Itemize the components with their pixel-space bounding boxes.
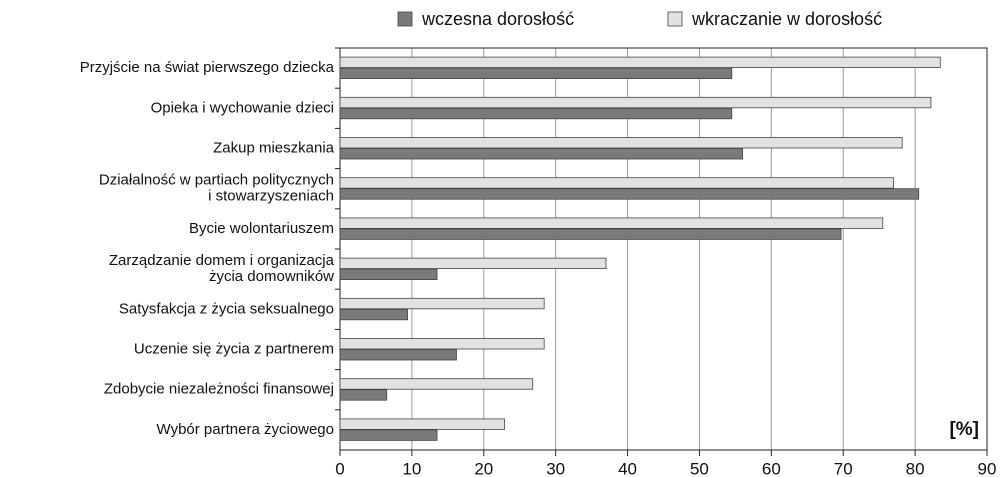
y-tick-label-line: Wybór partnera życiowego bbox=[157, 421, 334, 438]
y-tick-label-line: Satysfakcja z życia seksualnego bbox=[119, 300, 334, 317]
x-tick-label: 70 bbox=[834, 459, 853, 477]
y-tick-label: Przyjście na świat pierwszego dziecka bbox=[80, 59, 335, 76]
bar bbox=[339, 188, 920, 200]
y-tick-label-line: Opieka i wychowanie dzieci bbox=[151, 99, 334, 116]
y-tick-label-line: Działalność w partiach politycznych bbox=[99, 172, 334, 189]
y-tick-label: Uczenie się życia z partnerem bbox=[134, 340, 334, 357]
y-tick-label: Satysfakcja z życia seksualnego bbox=[119, 300, 334, 317]
x-tick-label: 60 bbox=[762, 459, 781, 477]
bar bbox=[339, 177, 894, 189]
bar bbox=[339, 308, 408, 321]
x-tick-label: 0 bbox=[335, 459, 344, 477]
y-tick-label: Działalność w partiach politycznych i sto… bbox=[99, 172, 334, 205]
bar bbox=[339, 257, 607, 270]
x-tick-label: 40 bbox=[618, 459, 637, 477]
bar bbox=[339, 349, 457, 361]
annotation: [%] bbox=[949, 419, 979, 440]
x-tick-label: 90 bbox=[978, 459, 997, 477]
y-tick-label-line: Przyjście na świat pierwszego dziecka bbox=[80, 59, 335, 76]
legend-label: wkraczanie w dorosłość bbox=[691, 9, 882, 29]
bar bbox=[339, 228, 842, 240]
x-tick-label: 10 bbox=[402, 459, 421, 477]
y-tick-label-line: Zakup mieszkania bbox=[213, 139, 335, 156]
y-tick-label-line: życia domowników bbox=[209, 268, 334, 285]
legend-swatch bbox=[397, 11, 413, 27]
bar bbox=[339, 418, 506, 430]
y-tick-label-line: i stowarzyszeniach bbox=[208, 188, 334, 205]
x-tick-label: 20 bbox=[474, 459, 493, 477]
bar bbox=[339, 148, 743, 160]
bar bbox=[339, 378, 534, 390]
bar bbox=[339, 429, 438, 441]
y-tick-label: Zakup mieszkania bbox=[213, 139, 335, 156]
x-tick-label: 50 bbox=[690, 459, 709, 477]
y-tick-label: Bycie wolontariuszem bbox=[189, 220, 334, 237]
y-tick-label-line: Zdobycie niezależności finansowej bbox=[104, 381, 334, 398]
bar bbox=[339, 268, 438, 281]
y-tick-label-line: Zarządzanie domem i organizacja bbox=[109, 252, 335, 269]
bar bbox=[339, 297, 545, 310]
legend-swatch bbox=[667, 11, 683, 27]
bar bbox=[339, 389, 388, 401]
bar bbox=[339, 56, 941, 68]
bar bbox=[339, 67, 733, 79]
bar bbox=[339, 217, 884, 229]
legend-label: wczesna dorosłość bbox=[421, 9, 574, 29]
y-tick-label-line: Uczenie się życia z partnerem bbox=[134, 340, 334, 357]
y-tick-label: Zarządzanie domem i organizacja życia dom… bbox=[109, 252, 335, 285]
bar bbox=[339, 137, 903, 149]
y-tick-label: Zdobycie niezależności finansowej bbox=[104, 381, 334, 398]
bar bbox=[339, 96, 932, 109]
y-tick-label: Wybór partnera życiowego bbox=[157, 421, 334, 438]
x-tick-label: 30 bbox=[546, 459, 565, 477]
x-tick-label: 80 bbox=[906, 459, 925, 477]
y-tick-label-line: Bycie wolontariuszem bbox=[189, 220, 334, 237]
y-tick-label: Opieka i wychowanie dzieci bbox=[151, 99, 334, 116]
bar bbox=[339, 338, 545, 350]
bar bbox=[339, 107, 733, 120]
